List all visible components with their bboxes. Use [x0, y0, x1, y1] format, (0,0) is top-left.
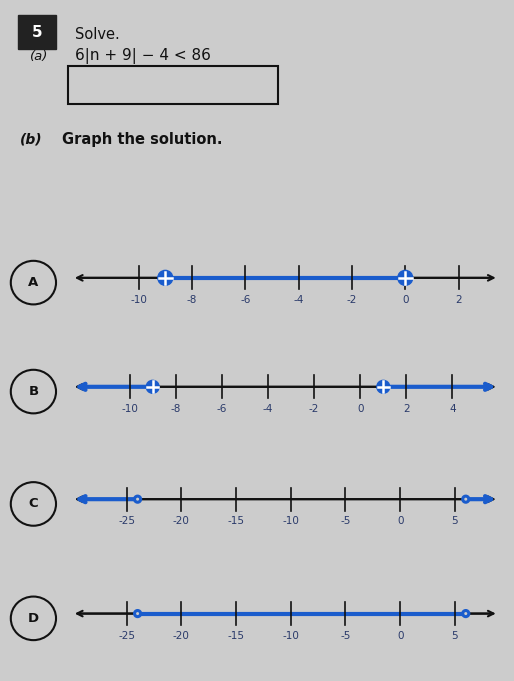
Text: -4: -4 [263, 404, 273, 414]
Text: -15: -15 [228, 516, 245, 526]
Text: 5: 5 [32, 25, 42, 39]
Ellipse shape [146, 381, 159, 393]
Text: -10: -10 [282, 516, 299, 526]
Text: 5: 5 [451, 516, 458, 526]
Text: 0: 0 [397, 631, 403, 641]
Text: -2: -2 [309, 404, 319, 414]
Text: -10: -10 [121, 404, 138, 414]
Ellipse shape [135, 611, 141, 616]
Text: -5: -5 [340, 631, 351, 641]
Text: -8: -8 [171, 404, 181, 414]
Text: 5: 5 [451, 631, 458, 641]
Text: -10: -10 [282, 631, 299, 641]
Text: D: D [28, 612, 39, 625]
Text: A: A [28, 276, 39, 289]
Ellipse shape [463, 496, 469, 502]
Text: -8: -8 [187, 295, 197, 305]
Bar [68, 66, 278, 104]
Text: 4: 4 [449, 404, 456, 414]
Text: B: B [28, 385, 39, 398]
Ellipse shape [158, 270, 173, 285]
Text: -6: -6 [240, 295, 250, 305]
Text: C: C [29, 497, 38, 511]
Text: -15: -15 [228, 631, 245, 641]
Text: -20: -20 [173, 631, 190, 641]
Text: -25: -25 [118, 631, 135, 641]
Text: -25: -25 [118, 516, 135, 526]
Ellipse shape [377, 381, 390, 393]
Text: -6: -6 [217, 404, 227, 414]
Text: -5: -5 [340, 516, 351, 526]
Text: -20: -20 [173, 516, 190, 526]
Text: -4: -4 [293, 295, 304, 305]
Text: Graph the solution.: Graph the solution. [62, 131, 223, 146]
Text: 2: 2 [403, 404, 410, 414]
Ellipse shape [398, 270, 413, 285]
Text: 0: 0 [357, 404, 363, 414]
Text: Solve.: Solve. [75, 27, 120, 42]
Text: (a): (a) [30, 50, 48, 63]
Ellipse shape [463, 611, 469, 616]
Bar [18, 15, 56, 49]
Text: 2: 2 [455, 295, 462, 305]
Text: 6|n + 9| − 4 < 86: 6|n + 9| − 4 < 86 [75, 48, 211, 64]
Text: 0: 0 [402, 295, 409, 305]
Text: 0: 0 [397, 516, 403, 526]
Ellipse shape [135, 496, 141, 502]
Text: -2: -2 [347, 295, 357, 305]
Text: -10: -10 [130, 295, 147, 305]
Text: (b): (b) [20, 132, 43, 146]
